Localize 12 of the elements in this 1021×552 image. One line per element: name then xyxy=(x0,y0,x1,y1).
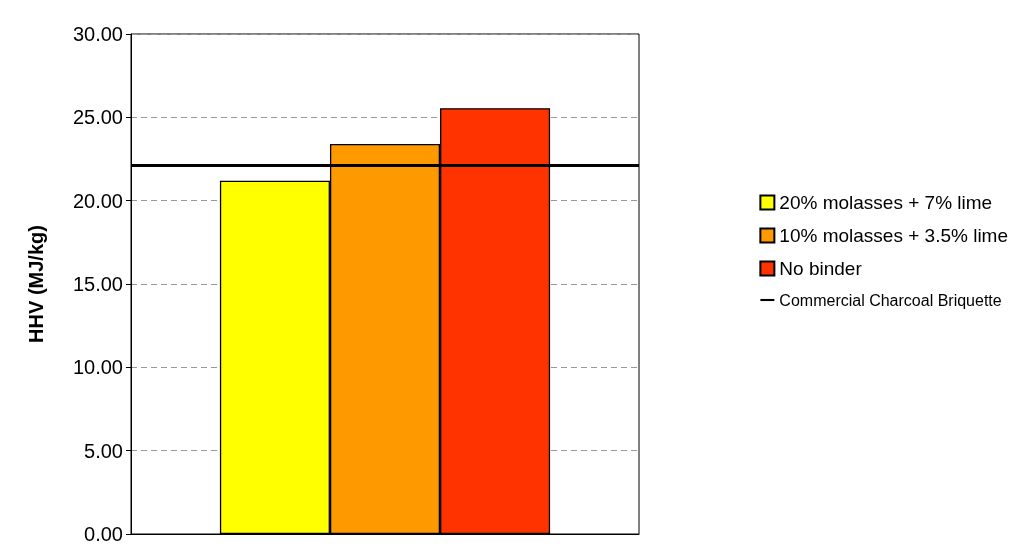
y-tick-label: 30.00 xyxy=(72,23,123,45)
y-tick-label: 15.00 xyxy=(72,273,123,295)
y-tick-label: 10.00 xyxy=(72,356,123,379)
y-tick-label: 5.00 xyxy=(84,439,123,462)
legend-label: No binder xyxy=(779,258,863,279)
legend-label: 20% molasses + 7% lime xyxy=(779,192,993,213)
y-tick-label: 0.00 xyxy=(84,523,123,545)
legend-label: 10% molasses + 3.5% lime xyxy=(779,225,1009,246)
y-tick-label: 25.00 xyxy=(72,106,123,129)
y-tick-label: 20.00 xyxy=(72,189,123,212)
legend-label: Commercial Charcoal Briquette xyxy=(779,291,1002,309)
y-axis-title: HHV (MJ/kg) xyxy=(25,225,47,343)
